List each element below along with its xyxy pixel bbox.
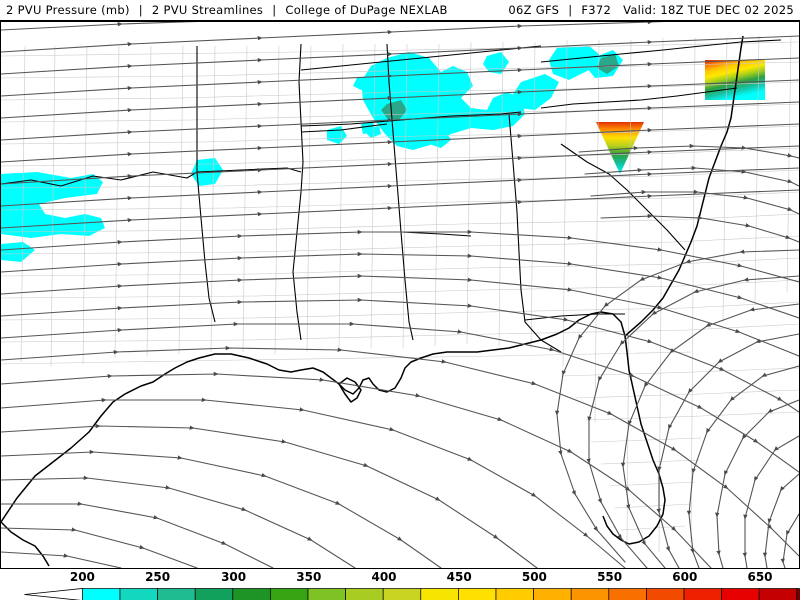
- colorbar-under-arrow: [24, 588, 83, 600]
- colorbar-block-550: [608, 588, 647, 600]
- colorbar-block-450: [458, 588, 497, 600]
- colorbar-block-600: [683, 588, 722, 600]
- colorbar-tick-250: 250: [145, 570, 171, 584]
- shaded-region-la-small: [361, 122, 375, 134]
- colorbar-block-250: [157, 588, 196, 600]
- map-graphic: [1, 22, 799, 568]
- header-overlay-label: 2 PVU Streamlines: [151, 3, 264, 17]
- colorbar-block-500: [533, 588, 572, 600]
- header-separator-3: |: [568, 3, 573, 17]
- colorbar: 200 250 300 350 400 450 500 550 600 650: [0, 569, 800, 600]
- colorbar-block-325: [270, 588, 309, 600]
- colorbar-tick-300: 300: [221, 570, 247, 584]
- streamlines-layer: [1, 22, 799, 568]
- map-canvas[interactable]: [0, 21, 800, 569]
- colorbar-block-625: [721, 588, 760, 600]
- colorbar-block-650: [758, 588, 798, 600]
- colorbar-blocks: [82, 588, 798, 600]
- colorbar-block-225: [119, 588, 158, 600]
- colorbar-block-575: [646, 588, 685, 600]
- colorbar-svg: [24, 588, 800, 600]
- colorbar-block-475: [495, 588, 534, 600]
- colorbar-block-525: [570, 588, 610, 600]
- colorbar-tick-400: 400: [371, 570, 397, 584]
- colorbar-over-arrow: [796, 588, 800, 600]
- header-product-label: 2 PVU Pressure (mb): [6, 3, 130, 17]
- header-model-run-label: 06Z GFS: [508, 3, 560, 17]
- colorbar-block-425: [420, 588, 459, 600]
- colorbar-block-300: [232, 588, 271, 600]
- colorbar-tick-350: 350: [296, 570, 322, 584]
- colorbar-tick-650: 650: [747, 570, 773, 584]
- header-separator-1: |: [138, 3, 143, 17]
- colorbar-tick-450: 450: [446, 570, 472, 584]
- header-bar: 2 PVU Pressure (mb) | 2 PVU Streamlines …: [0, 0, 800, 21]
- colorbar-tick-500: 500: [521, 570, 547, 584]
- header-source-label: College of DuPage NEXLAB: [285, 3, 448, 17]
- colorbar-tick-labels: 200 250 300 350 400 450 500 550 600 650: [0, 569, 800, 585]
- colorbar-block-200: [82, 588, 121, 600]
- shaded-region-nm-strip: [1, 242, 35, 262]
- header-left-text: 2 PVU Pressure (mb) | 2 PVU Streamlines …: [6, 3, 448, 17]
- colorbar-tick-200: 200: [69, 570, 95, 584]
- colorbar-tick-550: 550: [597, 570, 623, 584]
- header-separator-2: |: [272, 3, 277, 17]
- shaded-region-west-b: [1, 194, 31, 222]
- header-right-text: 06Z GFS | F372 Valid: 18Z TUE DEC 02 202…: [508, 3, 794, 17]
- header-forecast-hour-label: F372: [581, 3, 612, 17]
- shaded-region-west: [1, 172, 105, 238]
- coastline-texas-south: [1, 521, 50, 567]
- colorbar-tick-600: 600: [672, 570, 698, 584]
- header-valid-time-label: Valid: 18Z TUE DEC 02 2025: [623, 3, 794, 17]
- colorbar-gradient-strip[interactable]: [0, 586, 800, 600]
- colorbar-block-275: [194, 588, 234, 600]
- colorbar-block-400: [382, 588, 422, 600]
- colorbar-block-375: [345, 588, 384, 600]
- colorbar-block-350: [307, 588, 346, 600]
